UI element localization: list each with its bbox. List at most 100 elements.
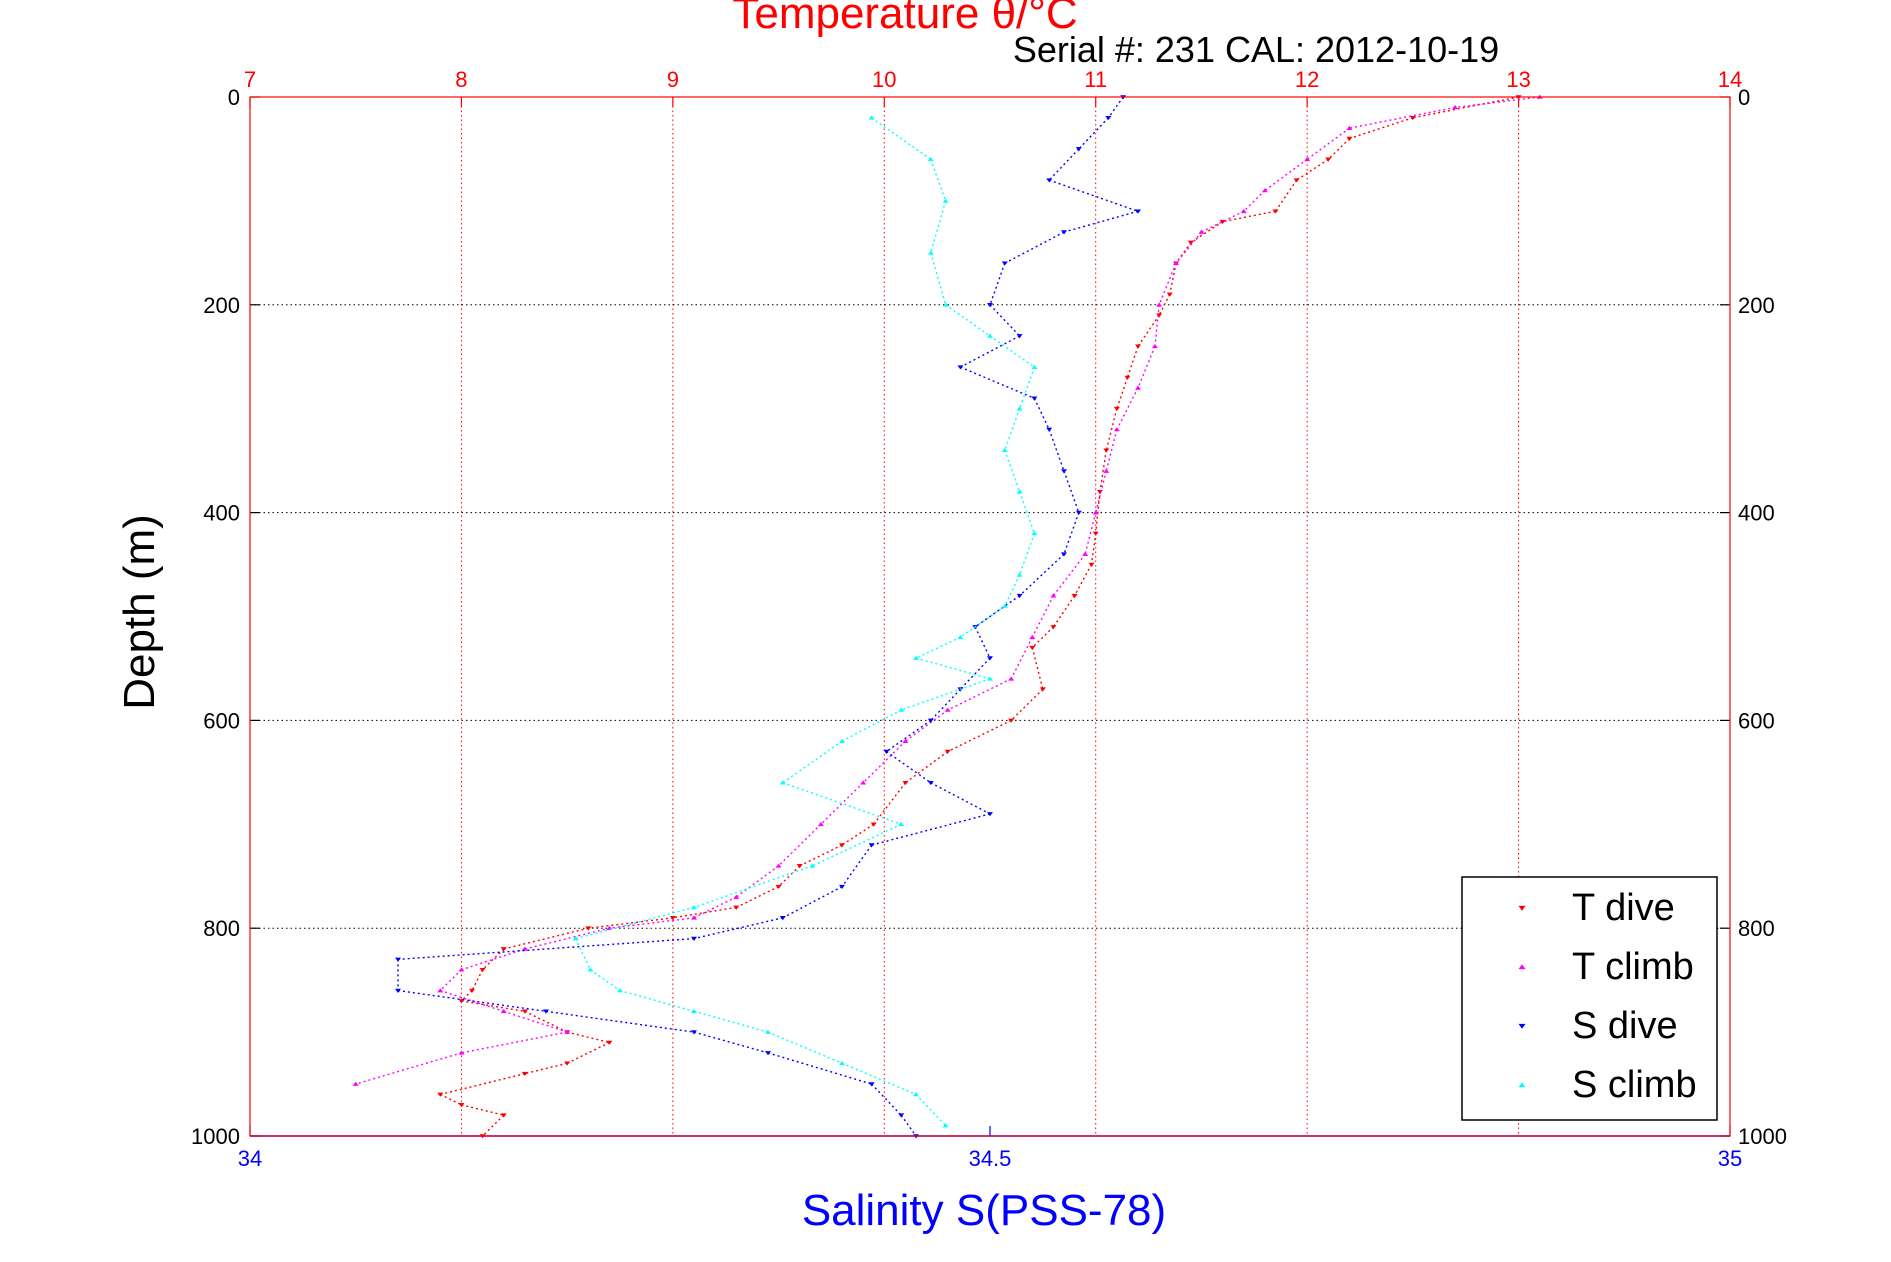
data-point: [617, 988, 623, 993]
profile-trace: [799, 844, 843, 867]
profile-trace: [871, 813, 991, 846]
data-point: [458, 967, 465, 972]
profile-trace: [1095, 491, 1101, 534]
profile-trace: [589, 969, 621, 992]
profile-trace: [1126, 346, 1139, 378]
profile-trace: [930, 252, 947, 305]
data-point: [942, 1123, 949, 1128]
profile-trace: [482, 1114, 505, 1137]
profile-trace: [503, 1010, 568, 1033]
profile-trace: [1154, 304, 1160, 347]
profile-trace: [959, 605, 1006, 638]
legend-marker: [1518, 1023, 1526, 1029]
profile-trace: [1107, 96, 1124, 119]
data-point: [839, 1060, 845, 1066]
profile-trace: [461, 1000, 525, 1013]
data-point: [839, 738, 845, 743]
profile-trace: [989, 263, 1006, 306]
profile-trace: [871, 117, 932, 160]
profile-trace: [974, 595, 1021, 628]
profile-trace: [524, 1010, 568, 1033]
profile-trace: [1033, 398, 1050, 430]
profile-trace: [1105, 408, 1118, 451]
data-point: [733, 894, 740, 899]
data-point: [927, 156, 934, 162]
depth-tick-label-right: 400: [1738, 501, 1775, 526]
legend: T dive T climb S dive S climb: [1461, 876, 1718, 1121]
profile-trace: [930, 159, 947, 202]
profile-trace: [885, 719, 932, 753]
profile-trace: [1158, 294, 1171, 316]
data-point: [898, 821, 905, 827]
profile-trace: [693, 896, 737, 919]
profile-trace: [1063, 512, 1080, 555]
profile-trace: [915, 657, 991, 680]
profile-trace: [1296, 158, 1329, 181]
profile-trace: [609, 917, 695, 929]
profile-trace: [989, 335, 1035, 368]
salinity-tick-label: 35: [1718, 1146, 1742, 1171]
profile-trace: [782, 782, 902, 825]
legend-label: T climb: [1572, 946, 1694, 988]
profile-trace: [915, 1093, 947, 1127]
profile-trace: [1306, 127, 1350, 160]
data-point: [1261, 188, 1268, 193]
depth-tick-label-left: 1000: [191, 1124, 240, 1149]
profile-trace: [767, 1031, 843, 1064]
profile-trace: [1048, 179, 1139, 212]
depth-tick-label-right: 600: [1738, 708, 1775, 733]
profile-trace: [735, 886, 779, 909]
data-point: [572, 936, 579, 941]
temperature-tick-label: 9: [667, 67, 679, 92]
data-point: [1156, 302, 1163, 307]
legend-marker: [1518, 964, 1526, 970]
profile-trace: [947, 719, 1012, 753]
temperature-tick-label: 12: [1295, 67, 1319, 92]
profile-trace: [905, 709, 949, 742]
profile-trace: [947, 678, 1012, 711]
profile-trace: [1116, 377, 1129, 409]
profile-trace: [672, 906, 737, 919]
data-point: [1016, 572, 1023, 577]
data-point: [902, 738, 909, 743]
depth-tick-label-right: 200: [1738, 293, 1775, 318]
profile-trace: [767, 1052, 872, 1085]
profile-trace: [1274, 179, 1298, 212]
profile-trace: [873, 782, 906, 825]
profile-trace: [1137, 314, 1160, 347]
profile-trace: [1084, 512, 1097, 555]
profile-trace: [930, 782, 991, 815]
data-point: [1304, 156, 1311, 162]
profile-trace: [575, 906, 695, 940]
profile-trace: [1031, 595, 1055, 638]
temperature-tick-label: 13: [1506, 67, 1530, 92]
profile-trace: [930, 688, 961, 721]
depth-tick-label-left: 200: [203, 293, 240, 318]
legend-label: S dive: [1572, 1005, 1678, 1047]
serial-cal-label: Serial #: 231 CAL: 2012-10-19: [1013, 29, 1499, 70]
data-point: [942, 198, 949, 203]
temperature-tick-label: 14: [1718, 67, 1742, 92]
profile-trace: [1349, 106, 1456, 129]
data-point: [1113, 427, 1120, 432]
profile-trace: [1169, 263, 1177, 295]
profile-trace: [461, 1104, 504, 1116]
profile-trace: [1190, 221, 1223, 244]
profile-trace: [778, 823, 822, 867]
profile-trace: [566, 1041, 610, 1064]
profile-trace: [959, 657, 991, 690]
profile-trace: [989, 304, 1021, 337]
depth-tick-label-right: 800: [1738, 916, 1775, 941]
profile-trace: [1048, 148, 1080, 181]
data-point: [913, 1092, 919, 1097]
profile-trace: [1243, 190, 1266, 212]
profile-trace: [439, 969, 462, 992]
salinity-tick-label: 34: [238, 1146, 262, 1171]
profile-trace: [397, 937, 695, 961]
profile-trace: [1264, 158, 1308, 192]
profile-trace: [915, 636, 961, 659]
profile-trace: [439, 1093, 462, 1106]
chart-title: Temperature θ/°C: [732, 0, 1077, 38]
data-point: [352, 1081, 359, 1086]
